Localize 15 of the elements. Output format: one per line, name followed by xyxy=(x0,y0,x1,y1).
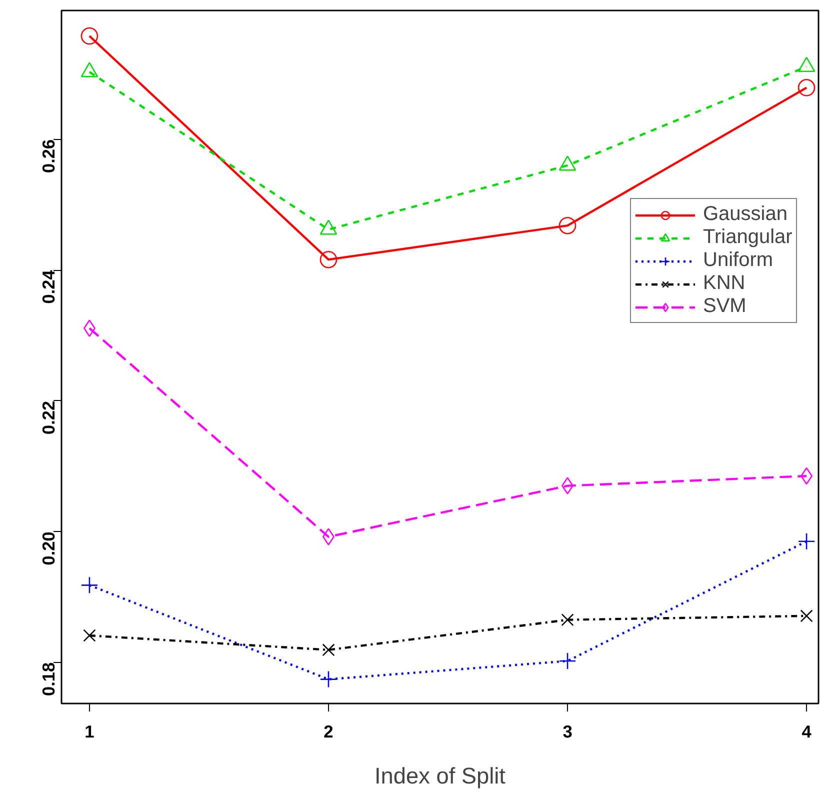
legend-label: SVM xyxy=(703,295,746,318)
x-tick-label: 3 xyxy=(562,722,573,742)
legend-label: Gaussian xyxy=(703,203,788,226)
x-axis-title: Index of Split xyxy=(374,762,506,788)
y-tick-label: 0.26 xyxy=(38,138,58,174)
y-tick-label: 0.22 xyxy=(38,400,58,435)
y-tick-label: 0.20 xyxy=(38,532,58,566)
y-tick-label: 0.24 xyxy=(38,270,58,304)
legend-label: KNN xyxy=(703,272,746,295)
legend-label: Uniform xyxy=(703,249,774,272)
x-tick-label: 4 xyxy=(802,722,812,742)
x-tick-label: 2 xyxy=(324,722,334,742)
y-tick-label: 0.18 xyxy=(38,662,58,696)
x-tick-label: 1 xyxy=(84,722,95,742)
legend-label: Triangular xyxy=(703,226,792,249)
